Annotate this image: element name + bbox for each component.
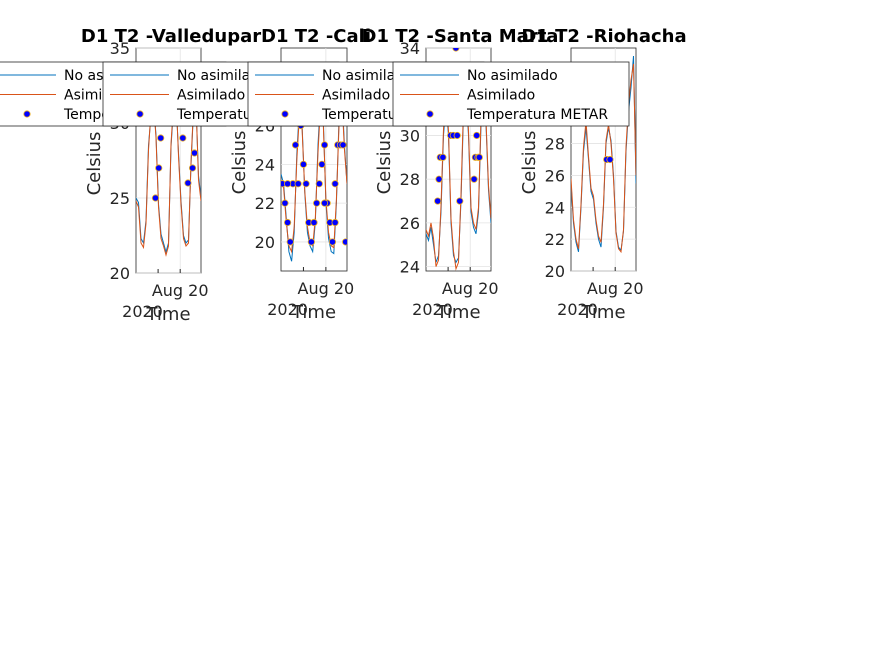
metar-point	[310, 218, 318, 227]
x-tick-label: Aug 20	[152, 281, 209, 300]
y-tick-label: 26	[545, 166, 565, 185]
metar-point	[286, 238, 294, 246]
metar-point	[294, 180, 302, 188]
series-line-asimilado	[426, 85, 491, 271]
x-tick-year: 2020	[122, 302, 163, 321]
y-tick-label: 20	[545, 262, 565, 281]
legend-marker-metar	[136, 110, 144, 118]
metar-point	[307, 238, 315, 246]
series-group	[571, 55, 636, 254]
metar-point	[453, 131, 461, 140]
legend-label: Asimilado	[177, 88, 245, 104]
metar-point	[331, 180, 339, 188]
x-axis-label: Time	[580, 302, 625, 323]
y-tick-label: 20	[110, 264, 130, 283]
x-tick-year: 2020	[267, 300, 308, 319]
metar-point	[313, 199, 321, 207]
y-tick-label: 30	[400, 126, 420, 145]
x-axis-label: Time	[435, 302, 480, 323]
legend-marker-metar	[426, 110, 434, 118]
x-tick-label: Aug 20	[298, 279, 355, 298]
series-line-asimilado	[281, 94, 347, 254]
metar-point	[157, 134, 165, 142]
y-tick-label: 26	[400, 214, 420, 233]
chart-title: D1 T2 -Valledupar	[81, 26, 261, 47]
chart-title: D1 T2 -Cali	[261, 26, 371, 47]
metar-point	[435, 175, 443, 183]
y-tick-label: 24	[255, 155, 275, 174]
legend-label: Asimilado	[467, 88, 535, 104]
metar-point	[315, 180, 323, 188]
metar-point	[283, 218, 292, 227]
y-tick-label: 24	[545, 198, 565, 217]
metar-point	[320, 141, 329, 149]
series-line-asimilado	[571, 63, 636, 254]
y-tick-label: 22	[255, 194, 275, 213]
y-tick-label: 25	[110, 189, 130, 208]
x-tick-year: 2020	[557, 300, 598, 319]
x-axis-label: Time	[145, 304, 190, 325]
metar-point	[151, 194, 160, 202]
y-tick-label: 28	[400, 170, 420, 189]
metar-point	[188, 164, 197, 172]
y-tick-label: 35	[110, 39, 130, 58]
metar-point	[318, 160, 326, 168]
y-axis-label: Celsius	[519, 131, 540, 195]
metar-point	[434, 197, 442, 205]
chart-title: D1 T2 -Riohacha	[521, 26, 686, 47]
metar-point	[283, 180, 292, 188]
y-tick-label: 28	[545, 135, 565, 154]
y-axis-label: Celsius	[374, 131, 395, 195]
metar-point	[439, 153, 447, 161]
metar-point	[452, 48, 460, 52]
x-tick-label: Aug 20	[587, 279, 644, 298]
metar-point	[339, 141, 347, 149]
legend-label: No asimilado	[322, 68, 413, 84]
x-tick-label: Aug 20	[442, 279, 499, 298]
legend: No asimilado Asimilado Temperatura METAR	[392, 61, 630, 127]
x-axis-label: Time	[291, 302, 336, 323]
metar-point	[190, 149, 199, 157]
y-tick-label: 34	[400, 39, 420, 58]
metar-point	[328, 238, 337, 246]
metar-point	[155, 164, 163, 172]
metar-point	[342, 238, 347, 246]
x-tick-year: 2020	[412, 300, 453, 319]
legend-label: Asimilado	[322, 88, 390, 104]
series-line-asimilado	[136, 94, 201, 257]
metar-point	[320, 199, 329, 207]
metar-point	[291, 141, 300, 149]
metar-point	[331, 218, 339, 227]
y-tick-label: 22	[545, 230, 565, 249]
metar-point	[184, 179, 192, 187]
legend-marker-metar	[23, 110, 31, 118]
y-axis-label: Celsius	[84, 132, 105, 196]
metar-point	[470, 175, 478, 183]
metar-point	[606, 155, 614, 164]
y-tick-label: 24	[400, 258, 420, 277]
y-tick-label: 20	[255, 233, 275, 252]
legend-label: No asimilado	[467, 68, 558, 84]
series-group	[426, 48, 491, 271]
legend-marker-metar	[281, 110, 289, 118]
legend-label: No asimilado	[177, 68, 268, 84]
chart-title: D1 T2 -Santa Marta	[362, 26, 559, 47]
metar-point	[179, 134, 187, 142]
metar-point	[456, 197, 464, 205]
legend-label: Temperatura METAR	[466, 107, 608, 123]
y-axis-label: Celsius	[229, 131, 250, 195]
metar-point	[473, 131, 481, 140]
metar-point	[281, 199, 289, 207]
metar-point	[475, 153, 483, 161]
metar-point	[302, 180, 310, 188]
metar-point	[299, 160, 308, 168]
